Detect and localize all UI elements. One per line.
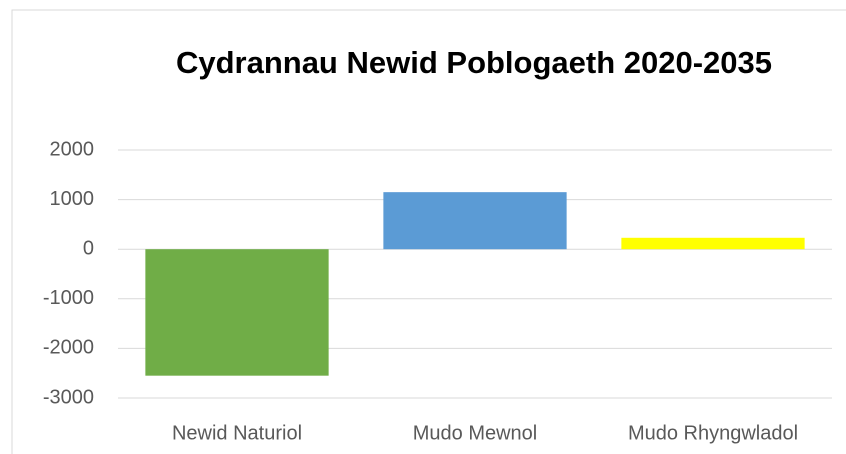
bar	[621, 237, 805, 250]
y-tick-label: 1000	[50, 188, 95, 210]
bar	[145, 249, 329, 376]
chart-border	[11, 9, 846, 454]
y-tick-label: -2000	[43, 337, 94, 359]
x-tick-label: Mudo Rhyngwladol	[628, 422, 798, 444]
y-tick-label: -1000	[43, 287, 94, 309]
x-tick-label: Mudo Mewnol	[413, 422, 538, 444]
y-tick-label: 2000	[50, 138, 95, 160]
bar	[383, 192, 567, 250]
y-tick-label: -3000	[43, 386, 94, 408]
chart-title: Cydrannau Newid Poblogaeth 2020-2035	[175, 45, 773, 80]
y-tick-label: 0	[83, 237, 94, 259]
x-tick-label: Newid Naturiol	[172, 422, 302, 444]
